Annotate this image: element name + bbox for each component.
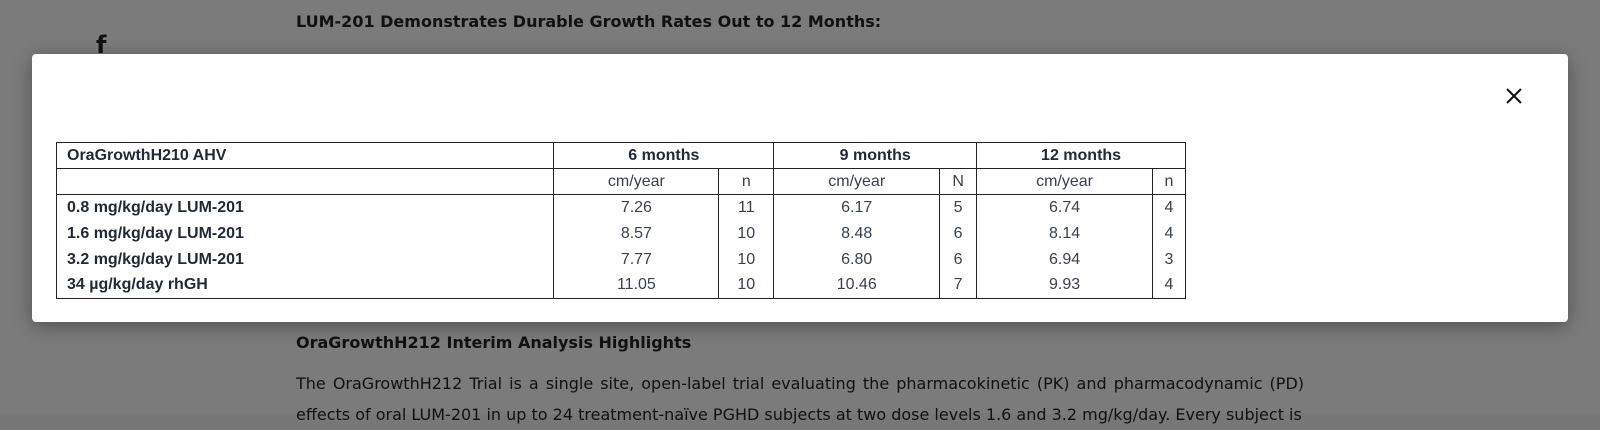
table-row: 1.6 mg/kg/day LUM-201 8.57 10 8.48 6 8.1… [55, 220, 1187, 247]
units-blank [55, 168, 555, 195]
row-v12: 9.93 [976, 272, 1153, 299]
row-v6: 11.05 [553, 272, 720, 299]
row-v6: 7.26 [553, 194, 720, 221]
row-n6: 11 [718, 194, 775, 221]
row-v6: 7.77 [553, 246, 720, 273]
row-label: 1.6 mg/kg/day LUM-201 [55, 220, 555, 247]
units-9-n: N [939, 168, 978, 195]
close-button[interactable] [1500, 82, 1528, 110]
ahv-data-table: OraGrowthH210 AHV 6 months 9 months 12 m… [55, 142, 1187, 299]
close-icon [1506, 88, 1522, 104]
row-n6: 10 [718, 220, 775, 247]
units-12-n: n [1151, 168, 1187, 195]
units-12-cm: cm/year [976, 168, 1153, 195]
row-n12: 3 [1151, 246, 1187, 273]
row-v12: 6.74 [976, 194, 1153, 221]
row-n12: 4 [1151, 220, 1187, 247]
table-modal: OraGrowthH210 AHV 6 months 9 months 12 m… [32, 54, 1568, 322]
table-row: 34 µg/kg/day rhGH 11.05 10 10.46 7 9.93 … [55, 272, 1187, 299]
row-v9: 8.48 [773, 220, 941, 247]
row-n9: 6 [939, 246, 978, 273]
table-header-row: OraGrowthH210 AHV 6 months 9 months 12 m… [55, 142, 1186, 169]
article-heading: LUM-201 Demonstrates Durable Growth Rate… [296, 12, 882, 31]
table-row: 3.2 mg/kg/day LUM-201 7.77 10 6.80 6 6.9… [55, 246, 1187, 273]
row-v9: 10.46 [773, 272, 941, 299]
row-label: 3.2 mg/kg/day LUM-201 [55, 246, 555, 273]
units-6-n: n [718, 168, 775, 195]
row-n12: 4 [1151, 194, 1187, 221]
row-n9: 6 [939, 220, 978, 247]
article-paragraph: The OraGrowthH212 Trial is a single site… [296, 374, 1304, 424]
units-6-cm: cm/year [553, 168, 720, 195]
header-12-months: 12 months [976, 142, 1186, 169]
header-title: OraGrowthH210 AHV [55, 142, 555, 169]
row-v12: 6.94 [976, 246, 1153, 273]
table-row: 0.8 mg/kg/day LUM-201 7.26 11 6.17 5 6.7… [55, 194, 1187, 221]
units-9-cm: cm/year [773, 168, 941, 195]
row-label: 0.8 mg/kg/day LUM-201 [55, 194, 555, 221]
table-units-row: cm/year n cm/year N cm/year n [55, 168, 1187, 195]
row-v9: 6.17 [773, 194, 941, 221]
row-n12: 4 [1151, 272, 1187, 299]
row-label: 34 µg/kg/day rhGH [55, 272, 555, 299]
facebook-icon[interactable]: f [96, 31, 107, 59]
article-subheading: OraGrowthH212 Interim Analysis Highlight… [296, 333, 692, 352]
row-n6: 10 [718, 272, 775, 299]
row-n6: 10 [718, 246, 775, 273]
header-9-months: 9 months [773, 142, 978, 169]
header-6-months: 6 months [553, 142, 775, 169]
row-v9: 6.80 [773, 246, 941, 273]
row-v6: 8.57 [553, 220, 720, 247]
row-n9: 5 [939, 194, 978, 221]
row-v12: 8.14 [976, 220, 1153, 247]
row-n9: 7 [939, 272, 978, 299]
